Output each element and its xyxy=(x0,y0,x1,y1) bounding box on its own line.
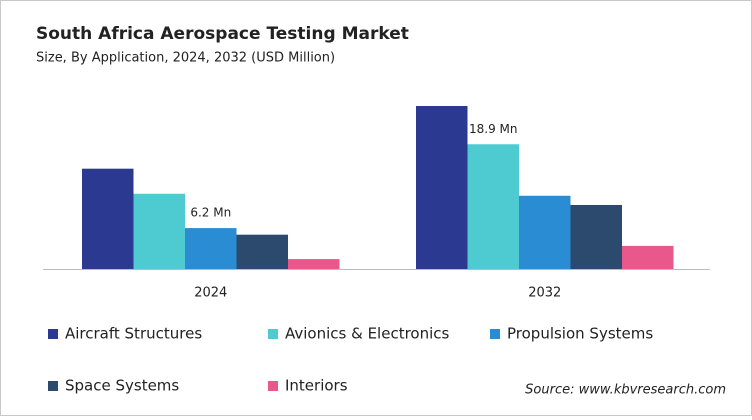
bar xyxy=(519,195,571,269)
bar xyxy=(133,193,185,269)
bar xyxy=(467,144,519,269)
legend-swatch xyxy=(268,329,278,339)
legend-swatch xyxy=(48,381,58,391)
bar xyxy=(622,245,674,269)
chart-subtitle: Size, By Application, 2024, 2032 (USD Mi… xyxy=(36,51,335,66)
legend-label: Propulsion Systems xyxy=(507,325,653,343)
x-tick-label: 2032 xyxy=(528,286,561,301)
bar xyxy=(236,234,288,269)
legend-label: Aircraft Structures xyxy=(65,325,202,343)
data-label: 18.9 Mn xyxy=(469,122,518,136)
x-tick-label: 2024 xyxy=(194,286,227,301)
legend-label: Avionics & Electronics xyxy=(285,325,450,343)
legend-swatch xyxy=(268,381,278,391)
legend-swatch xyxy=(48,329,58,339)
bar xyxy=(82,168,134,269)
source: Source: www.kbvresearch.com xyxy=(525,383,726,398)
legend-label: Space Systems xyxy=(65,377,179,395)
bar xyxy=(570,204,622,269)
data-label: 6.2 Mn xyxy=(190,206,231,220)
legend-swatch xyxy=(490,329,500,339)
chart-title: South Africa Aerospace Testing Market xyxy=(36,24,409,44)
bar xyxy=(288,259,340,269)
legend-label: Interiors xyxy=(285,377,348,395)
bar xyxy=(185,228,237,269)
bar xyxy=(416,106,468,269)
